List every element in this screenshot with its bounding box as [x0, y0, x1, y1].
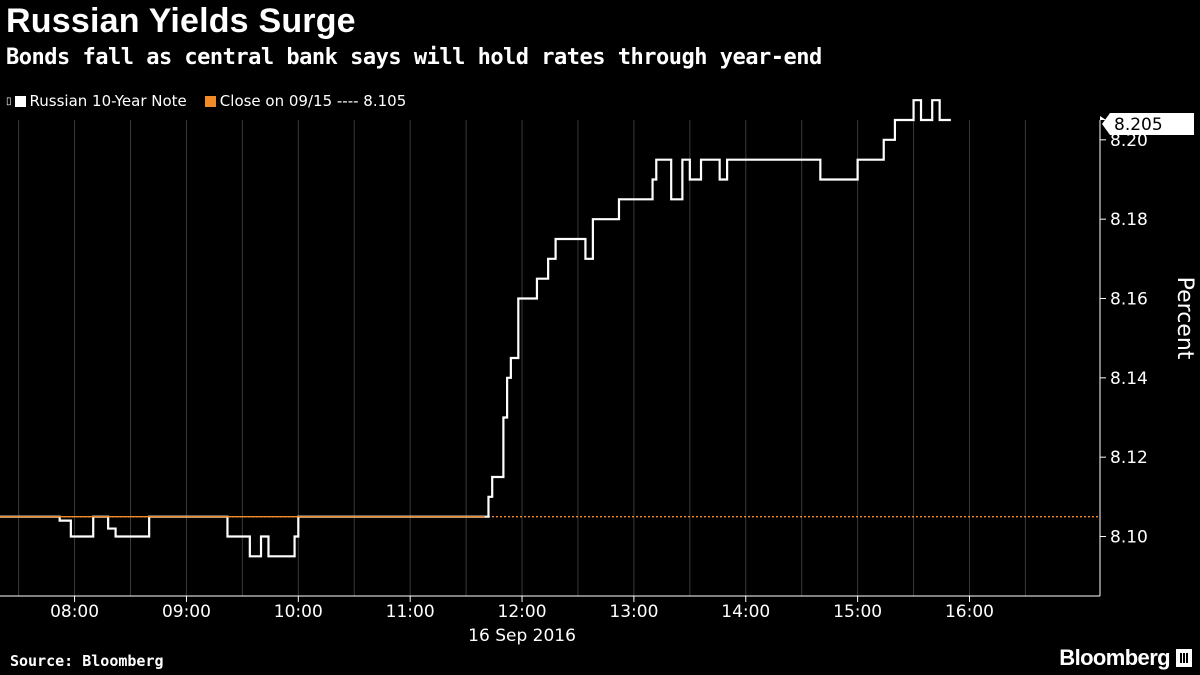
source-note: Source: Bloomberg [10, 652, 164, 670]
x-tick-label: 09:00 [162, 602, 211, 622]
x-tick-label: 10:00 [274, 602, 323, 622]
legend-item-series: ▯ Russian 10-Year Note [6, 92, 187, 110]
last-value-label: 8.205 [1114, 115, 1163, 135]
series-line-russian-10y [0, 99, 951, 558]
x-tick-label: 16:00 [945, 602, 994, 622]
x-axis-label: 16 Sep 2016 [468, 626, 576, 646]
x-tick-label: 14:00 [721, 602, 770, 622]
legend: ▯ Russian 10-Year Note Close on 09/15 --… [6, 90, 424, 112]
legend-label-close: Close on 09/15 ---- 8.105 [219, 92, 407, 110]
y-tick-label: 8.10 [1110, 528, 1148, 548]
legend-label-series: Russian 10-Year Note [29, 92, 187, 110]
x-tick-label: 12:00 [498, 602, 547, 622]
chart-title: Russian Yields Surge [6, 2, 356, 40]
legend-item-close: Close on 09/15 ---- 8.105 [204, 92, 407, 110]
logo-text: Bloomberg [1059, 645, 1170, 670]
y-tick-label: 8.14 [1110, 369, 1148, 389]
y-tick-label: 8.12 [1110, 448, 1148, 468]
x-tick-label: 13:00 [609, 602, 658, 622]
x-tick-label: 08:00 [50, 602, 99, 622]
terminal-icon [1176, 649, 1192, 667]
x-tick-label: 11:00 [386, 602, 435, 622]
y-tick-label: 8.16 [1110, 290, 1148, 310]
bloomberg-logo: Bloomberg [1059, 645, 1192, 671]
chart-subtitle: Bonds fall as central bank says will hol… [6, 45, 822, 70]
x-tick-label: 15:00 [833, 602, 882, 622]
y-axis-label: Percent [1172, 277, 1197, 360]
y-tick-label: 8.20 [1110, 131, 1148, 151]
legend-swatch-close [204, 95, 216, 107]
last-value-marker [1102, 113, 1194, 135]
legend-pin-icon: ▯ [6, 95, 12, 107]
y-tick-label: 8.18 [1110, 210, 1148, 230]
y-axis-arrow-icon [1100, 116, 1106, 120]
legend-swatch-series [14, 95, 26, 107]
